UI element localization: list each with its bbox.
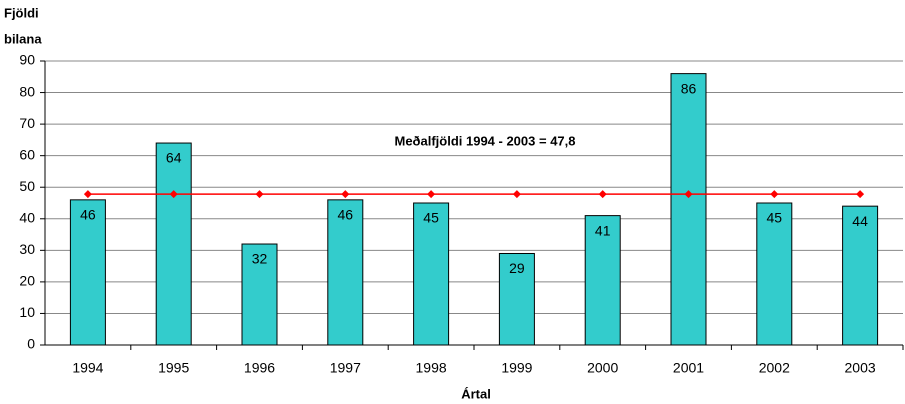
bar [155,142,192,346]
y-tick-label: 80 [19,83,35,99]
value-label: 32 [252,251,268,267]
x-tick-label: 1997 [330,360,361,376]
value-label: 29 [509,260,525,276]
y-axis-label: bilana [4,31,42,46]
average-marker [856,190,865,199]
value-label: 86 [681,80,697,96]
y-tick-label: 40 [19,209,35,225]
annotation: Meðalfjöldi 1994 - 2003 = 47,8 [394,133,575,148]
average-marker [770,190,779,199]
x-tick-label: 1996 [244,360,275,376]
bar [756,202,793,346]
average-marker [684,190,693,199]
bar [241,243,278,346]
x-tick-label: 2000 [587,360,618,376]
average-marker [427,190,436,199]
average-marker [341,190,350,199]
y-axis-label: Fjöldi [4,5,39,20]
y-tick-label: 60 [19,146,35,162]
average-marker [255,190,264,199]
x-tick-label: 2003 [845,360,876,376]
value-label: 46 [338,207,354,223]
average-marker [83,190,92,199]
x-tick-label: 1994 [72,360,103,376]
bar [413,202,450,346]
bar [670,73,707,346]
bar [327,199,364,346]
bar [842,205,879,346]
value-label: 46 [80,207,96,223]
x-tick-label: 1999 [501,360,532,376]
y-tick-label: 0 [27,336,35,352]
y-tick-label: 70 [19,115,35,131]
y-tick-label: 90 [19,52,35,68]
value-label: 45 [767,210,783,226]
x-axis-label: Ártal [461,386,491,401]
value-label: 64 [166,150,182,166]
x-tick-label: 1998 [416,360,447,376]
y-tick-label: 30 [19,241,35,257]
bar [69,199,106,346]
value-label: 45 [423,210,439,226]
y-tick-label: 20 [19,273,35,289]
y-tick-label: 10 [19,304,35,320]
y-tick-label: 50 [19,178,35,194]
average-marker [169,190,178,199]
average-marker [598,190,607,199]
x-tick-label: 2001 [673,360,704,376]
x-tick-label: 1995 [158,360,189,376]
value-label: 44 [852,213,868,229]
average-marker [512,190,521,199]
bar [498,252,535,346]
value-label: 41 [595,222,611,238]
bar [584,215,621,346]
x-tick-label: 2002 [759,360,790,376]
